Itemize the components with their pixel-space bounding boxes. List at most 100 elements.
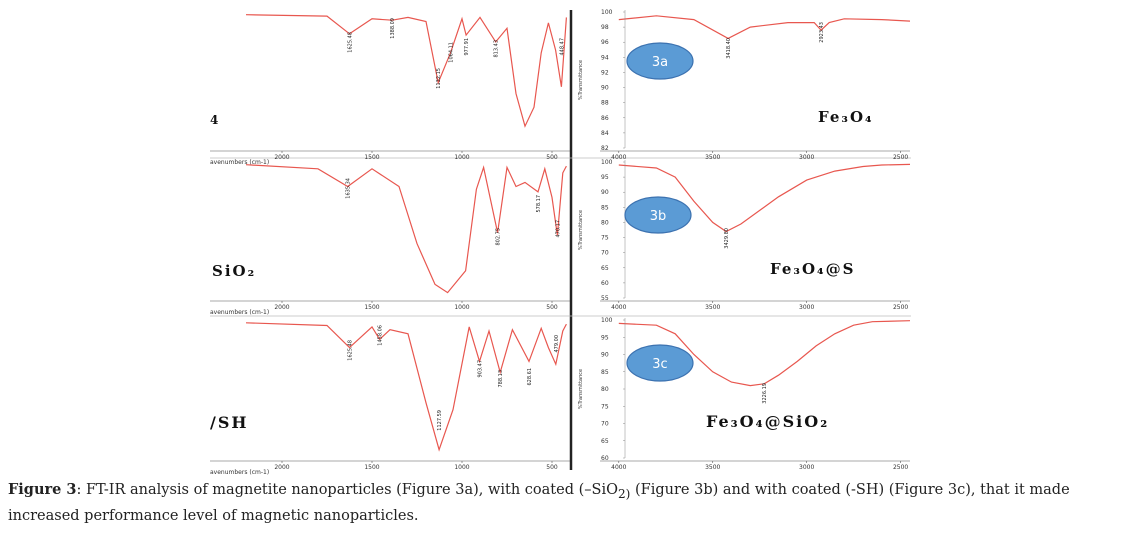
x-axis-label: avenumbers (cm-1) — [210, 309, 269, 316]
compound-label: Fe₃O₄ — [818, 108, 874, 126]
y-tick-label: 88 — [601, 100, 609, 107]
x-tick-label: 3500 — [705, 304, 720, 311]
panel-badge-label: 3a — [652, 55, 668, 70]
x-tick-label: 3500 — [705, 154, 720, 161]
x-tick-label: 2000 — [274, 464, 289, 471]
peak-label: 3429.80 — [724, 228, 730, 249]
compound-label: Fe₃O₄@S — [770, 260, 855, 278]
compound-label: SiO₂ — [212, 262, 256, 280]
peak-label: 977.91 — [464, 38, 470, 56]
x-tick-label: 500 — [546, 154, 558, 161]
peak-label: 903.47 — [477, 360, 483, 378]
y-tick-label: 70 — [601, 421, 609, 428]
y-tick-label: 95 — [601, 334, 609, 341]
x-tick-label: 4000 — [611, 464, 626, 471]
y-tick-label: 86 — [601, 115, 609, 122]
caption-text-2: (Figure 3b) and with coated (-SH) (Figur… — [8, 482, 1070, 524]
y-tick-label: 85 — [601, 369, 609, 376]
spectrum-panel: 4000 3500 3000 2500 100 95 90 85 80 75 70 65 60 55 %Tr… — [578, 159, 911, 311]
x-tick-label: 4000 — [611, 304, 626, 311]
panel-badge-label: 3c — [652, 357, 667, 372]
y-tick-label: 92 — [601, 69, 609, 76]
compound-label: /SH — [210, 413, 249, 432]
x-tick-label: 1000 — [454, 304, 469, 311]
x-tick-label: 2000 — [274, 304, 289, 311]
spectrum-panel: 4000 3500 3000 2500 100 98 96 94 92 90 88 86 84 82 %Tr… — [578, 9, 911, 161]
y-tick-label: 95 — [601, 174, 609, 181]
transmittance-curve — [245, 164, 567, 294]
peak-label: 1388.09 — [390, 18, 396, 39]
peak-label: 1127.59 — [437, 410, 443, 431]
peak-label: 788.13 — [498, 370, 504, 388]
peak-label: 1625.48 — [347, 32, 353, 53]
peak-label: 578.17 — [536, 195, 542, 213]
y-tick-label: 100 — [601, 159, 613, 166]
panel-badge-label: 3b — [650, 209, 667, 224]
y-tick-label: 70 — [601, 250, 609, 257]
y-tick-label: 90 — [601, 189, 609, 196]
y-tick-label: 90 — [601, 85, 609, 92]
y-tick-label: 60 — [601, 455, 609, 462]
spectrum-panel: 4000 3500 3000 2500 100 95 90 85 80 75 70 65 60 %Tran… — [578, 317, 911, 471]
y-tick-label: 82 — [601, 145, 609, 152]
y-axis-label: %Transmittance — [578, 210, 584, 250]
x-tick-label: 1000 — [454, 464, 469, 471]
peak-label: 1635.34 — [346, 178, 352, 199]
peak-label: 2923.43 — [819, 22, 825, 43]
x-tick-label: 2000 — [274, 154, 289, 161]
y-tick-label: 100 — [601, 9, 613, 16]
compound-label: Fe₃O₄@SiO₂ — [706, 412, 829, 431]
x-tick-label: 1500 — [364, 154, 379, 161]
y-tick-label: 100 — [601, 317, 613, 324]
y-tick-label: 75 — [601, 235, 609, 242]
x-tick-label: 3000 — [799, 304, 814, 311]
transmittance-curve — [618, 320, 911, 387]
x-tick-label: 2500 — [893, 304, 908, 311]
y-tick-label: 60 — [601, 280, 609, 287]
transmittance-curve — [245, 14, 567, 128]
peak-label: 1625.48 — [347, 340, 353, 361]
peak-label: 3226.19 — [762, 383, 768, 404]
x-tick-label: 4000 — [611, 154, 626, 161]
peak-label: 1064.11 — [448, 42, 454, 63]
y-tick-label: 84 — [601, 130, 609, 137]
transmittance-curve — [618, 163, 911, 233]
y-tick-label: 80 — [601, 386, 609, 393]
peak-label: 1132.15 — [436, 68, 442, 89]
y-tick-label: 75 — [601, 403, 609, 410]
peak-label: 802.75 — [496, 228, 502, 246]
figure-caption: Figure 3: FT-IR analysis of magnetite na… — [8, 479, 1123, 527]
caption-subscript: 2) — [617, 486, 631, 501]
y-tick-label: 98 — [601, 24, 609, 31]
x-tick-label: 3500 — [705, 464, 720, 471]
y-tick-label: 65 — [601, 438, 609, 445]
caption-label: Figure 3 — [8, 481, 77, 498]
panel-badge — [626, 344, 694, 382]
x-axis-label: avenumbers (cm-1) — [210, 469, 269, 476]
caption-text: : FT-IR analysis of magnetite nanopartic… — [76, 482, 618, 498]
peak-label: 448.47 — [559, 38, 565, 56]
x-tick-label: 3000 — [799, 464, 814, 471]
x-tick-label: 3000 — [799, 154, 814, 161]
x-tick-label: 2500 — [893, 464, 908, 471]
peak-label: 628.61 — [527, 368, 533, 386]
panel-badge — [624, 196, 692, 234]
compound-label: 4 — [210, 113, 220, 127]
x-tick-label: 1500 — [364, 304, 379, 311]
panel-badge — [626, 42, 694, 80]
peak-label: 1458.06 — [378, 325, 384, 346]
x-tick-label: 2500 — [893, 154, 908, 161]
peak-label: 470.17 — [555, 220, 561, 238]
y-tick-label: 80 — [601, 219, 609, 226]
x-axis-label: avenumbers (cm-1) — [210, 159, 269, 166]
x-tick-label: 1500 — [364, 464, 379, 471]
y-axis-label: %Transmittance — [578, 369, 584, 409]
peak-label: 479.00 — [554, 335, 560, 353]
transmittance-curve — [618, 15, 911, 40]
peak-label: 813.43 — [494, 40, 500, 58]
y-axis-label: %Transmittance — [578, 60, 584, 100]
y-tick-label: 55 — [601, 295, 609, 302]
spectrum-panel: 2000 1500 1000 500 avenumbers (cm-1) 1625.48 1… — [210, 322, 570, 476]
y-tick-label: 65 — [601, 265, 609, 272]
